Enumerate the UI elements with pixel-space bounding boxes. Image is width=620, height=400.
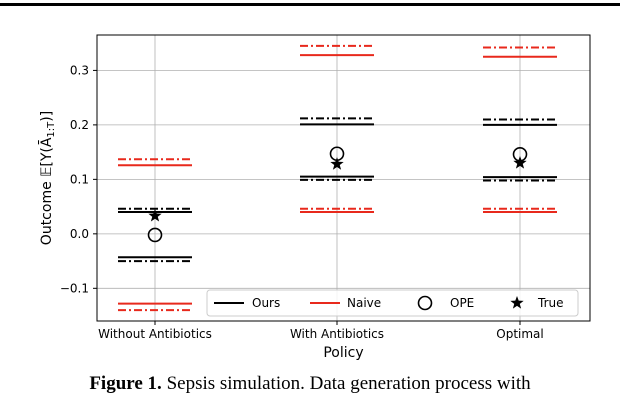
x-tick-label: With Antibiotics: [290, 327, 384, 341]
legend-label: OPE: [450, 296, 474, 310]
y-tick-label: 0.2: [70, 118, 89, 132]
x-tick-label: Optimal: [496, 327, 543, 341]
legend-ope-marker: [417, 295, 433, 311]
caption-text: Sepsis simulation. Data generation proce…: [161, 373, 531, 394]
y-tick-label: 0.3: [70, 63, 89, 77]
x-tick-label: Without Antibiotics: [98, 327, 212, 341]
legend-label: True: [537, 296, 564, 310]
ope-point: [147, 227, 163, 243]
x-ticks: Without Antibiotics With Antibiotics Optim…: [98, 321, 544, 341]
true-point: [513, 156, 527, 169]
x-axis-label: Policy: [323, 345, 363, 361]
y-tick-label: 0.1: [70, 172, 89, 186]
legend-label: Ours: [252, 296, 280, 310]
y-ticks: −0.1 0.0 0.1 0.2 0.3: [60, 63, 97, 295]
plot-frame: [96, 34, 591, 322]
legend-true-marker: [510, 296, 524, 309]
y-tick-label: −0.1: [60, 281, 89, 295]
caption-label: Figure 1.: [89, 373, 162, 394]
true-point: [330, 157, 344, 170]
y-axis-label: Outcome 𝔼[Y(Ā1:T)]: [38, 111, 57, 245]
chart: −0.10.00.10.20.3 Without Antibiotics With…: [38, 34, 591, 361]
y-tick-label: 0.0: [70, 227, 89, 241]
marks: [118, 44, 557, 312]
legend: Ours Naive OPE True: [206, 289, 579, 317]
true-point: [148, 208, 162, 222]
legend-label: Naive: [347, 296, 381, 310]
legend-box: [206, 289, 579, 317]
figure-caption: Figure 1. Sepsis simulation. Data genera…: [0, 373, 620, 395]
top-rule: [0, 3, 620, 6]
